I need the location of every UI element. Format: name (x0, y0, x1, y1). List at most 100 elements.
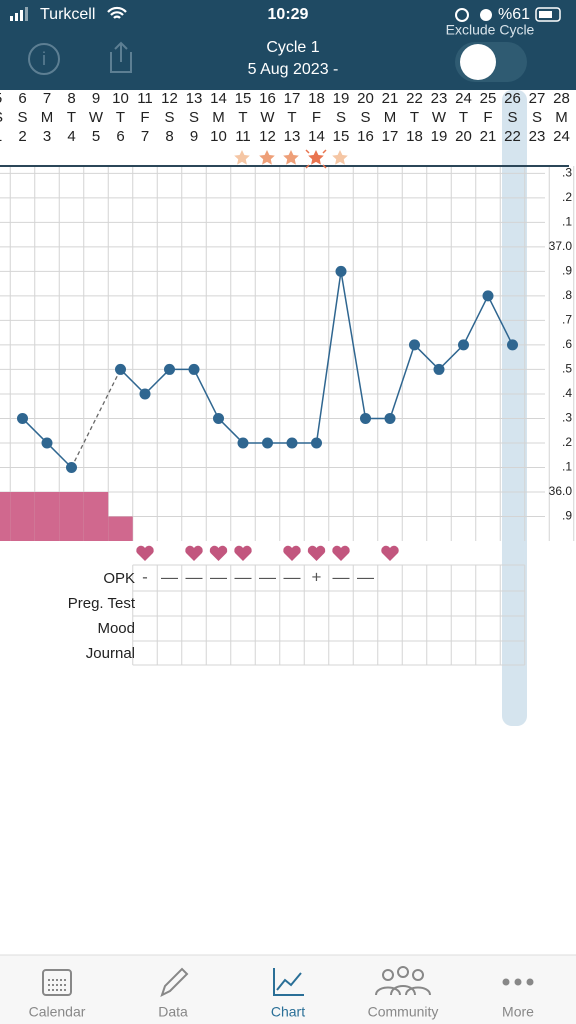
tab-label[interactable]: Data (158, 1004, 188, 1020)
cycle-day-label: 17 (382, 128, 399, 145)
opk-result: + (312, 567, 322, 586)
temperature-point (507, 339, 518, 351)
date-label: 24 (455, 90, 472, 107)
y-tick-label: .2 (562, 190, 572, 204)
battery-level (539, 11, 552, 18)
date-label: 23 (431, 90, 448, 107)
temperature-point (139, 388, 151, 400)
weekday-label: W (89, 109, 104, 126)
cycle-day-label: 10 (210, 128, 227, 145)
weekday-label: S (507, 109, 517, 126)
cycle-day-label: 19 (431, 128, 448, 145)
date-label: 9 (92, 90, 100, 107)
temperature-point (237, 437, 249, 449)
intercourse-heart (381, 545, 399, 561)
share-button[interactable] (110, 41, 132, 73)
cycle-day-label: 21 (480, 128, 497, 145)
date-label: 12 (161, 90, 178, 107)
temperature-point (188, 363, 200, 375)
weekday-label: S (17, 109, 27, 126)
opk-result: - (142, 567, 148, 586)
intercourse-heart (136, 545, 154, 561)
date-label: 16 (259, 90, 276, 107)
y-tick-label: 36.0 (549, 484, 573, 498)
weekday-label: W (432, 109, 447, 126)
weekday-label: M (212, 109, 225, 126)
opk-result: — (235, 567, 252, 586)
signal (10, 7, 28, 21)
cycle-day-label: 13 (284, 128, 301, 145)
y-tick-label: .1 (562, 215, 572, 229)
cycle-day-label: 15 (333, 128, 350, 145)
cycle-day-label: 14 (308, 128, 325, 145)
opk-result: — (259, 567, 276, 586)
tab-label[interactable]: Chart (271, 1004, 305, 1020)
date-label: 5 (0, 90, 2, 107)
date-label: 7 (43, 90, 51, 107)
temperature-point (115, 363, 126, 375)
row-label: Mood (97, 620, 135, 637)
opk-result: — (161, 567, 178, 586)
temperature-point (262, 437, 273, 449)
temperature-point (41, 437, 53, 449)
y-tick-label: .9 (562, 509, 572, 523)
period-bar (34, 492, 60, 541)
cycle-day-label: 2 (18, 128, 26, 145)
intercourse-heart (307, 545, 326, 561)
tab-label[interactable]: More (502, 1004, 534, 1020)
y-tick-label: .3 (562, 166, 572, 180)
date-label: 22 (406, 90, 423, 107)
intercourse-heart (332, 545, 350, 561)
y-tick-label: .5 (562, 362, 572, 376)
opk-result: — (210, 567, 227, 586)
tab-label[interactable]: Community (368, 1004, 439, 1020)
cycle-title: Cycle 1 (266, 39, 319, 56)
temperature-point (286, 437, 298, 449)
carrier: Turkcell (40, 6, 95, 23)
toggle-label: Exclude Cycle (446, 22, 535, 38)
weekday-label: T (116, 109, 125, 126)
cycle-date: 5 Aug 2023 - (248, 61, 339, 78)
weekday-label: S (189, 109, 199, 126)
time: 10:29 (268, 6, 309, 23)
weekday-label: F (483, 109, 492, 126)
y-tick-label: .9 (562, 264, 572, 278)
temperature-point (164, 363, 175, 375)
weekday-label: S (360, 109, 370, 126)
weekday-label: S (164, 109, 174, 126)
weekday-label: T (238, 109, 247, 126)
toggle-knob (460, 44, 496, 80)
y-tick-label: .4 (562, 386, 572, 400)
period-bar (83, 492, 109, 541)
weekday-label: F (140, 109, 149, 126)
weekday-label: W (260, 109, 275, 126)
temperature-point (213, 412, 224, 424)
date-label: 11 (137, 90, 153, 107)
temperature-point (458, 339, 469, 351)
tab-bar (0, 955, 576, 1024)
temperature-point (360, 412, 371, 424)
date-label: 25 (480, 90, 497, 107)
y-tick-label: .7 (562, 313, 572, 327)
weekday-label: S (336, 109, 346, 126)
weekday-label: M (41, 109, 54, 126)
y-tick-label: .1 (562, 460, 572, 474)
cycle-day-label: 11 (235, 128, 251, 145)
row-label: Preg. Test (68, 595, 136, 612)
temperature-point (409, 339, 420, 351)
date-label: 18 (308, 90, 325, 107)
weekday-label: M (555, 109, 568, 126)
today-highlight (502, 90, 527, 726)
date-label: 26 (504, 90, 521, 107)
info-button[interactable] (28, 43, 60, 75)
cycle-day-label: 1 (0, 128, 2, 145)
temperature-point (433, 363, 445, 375)
tab-label[interactable]: Calendar (29, 1004, 86, 1020)
cycle-day-label: 6 (116, 128, 124, 145)
date-label: 14 (210, 90, 227, 107)
battery-text: %61 (498, 6, 530, 23)
cycle-day-label: 4 (67, 128, 75, 145)
cycle-day-label: 7 (141, 128, 149, 145)
